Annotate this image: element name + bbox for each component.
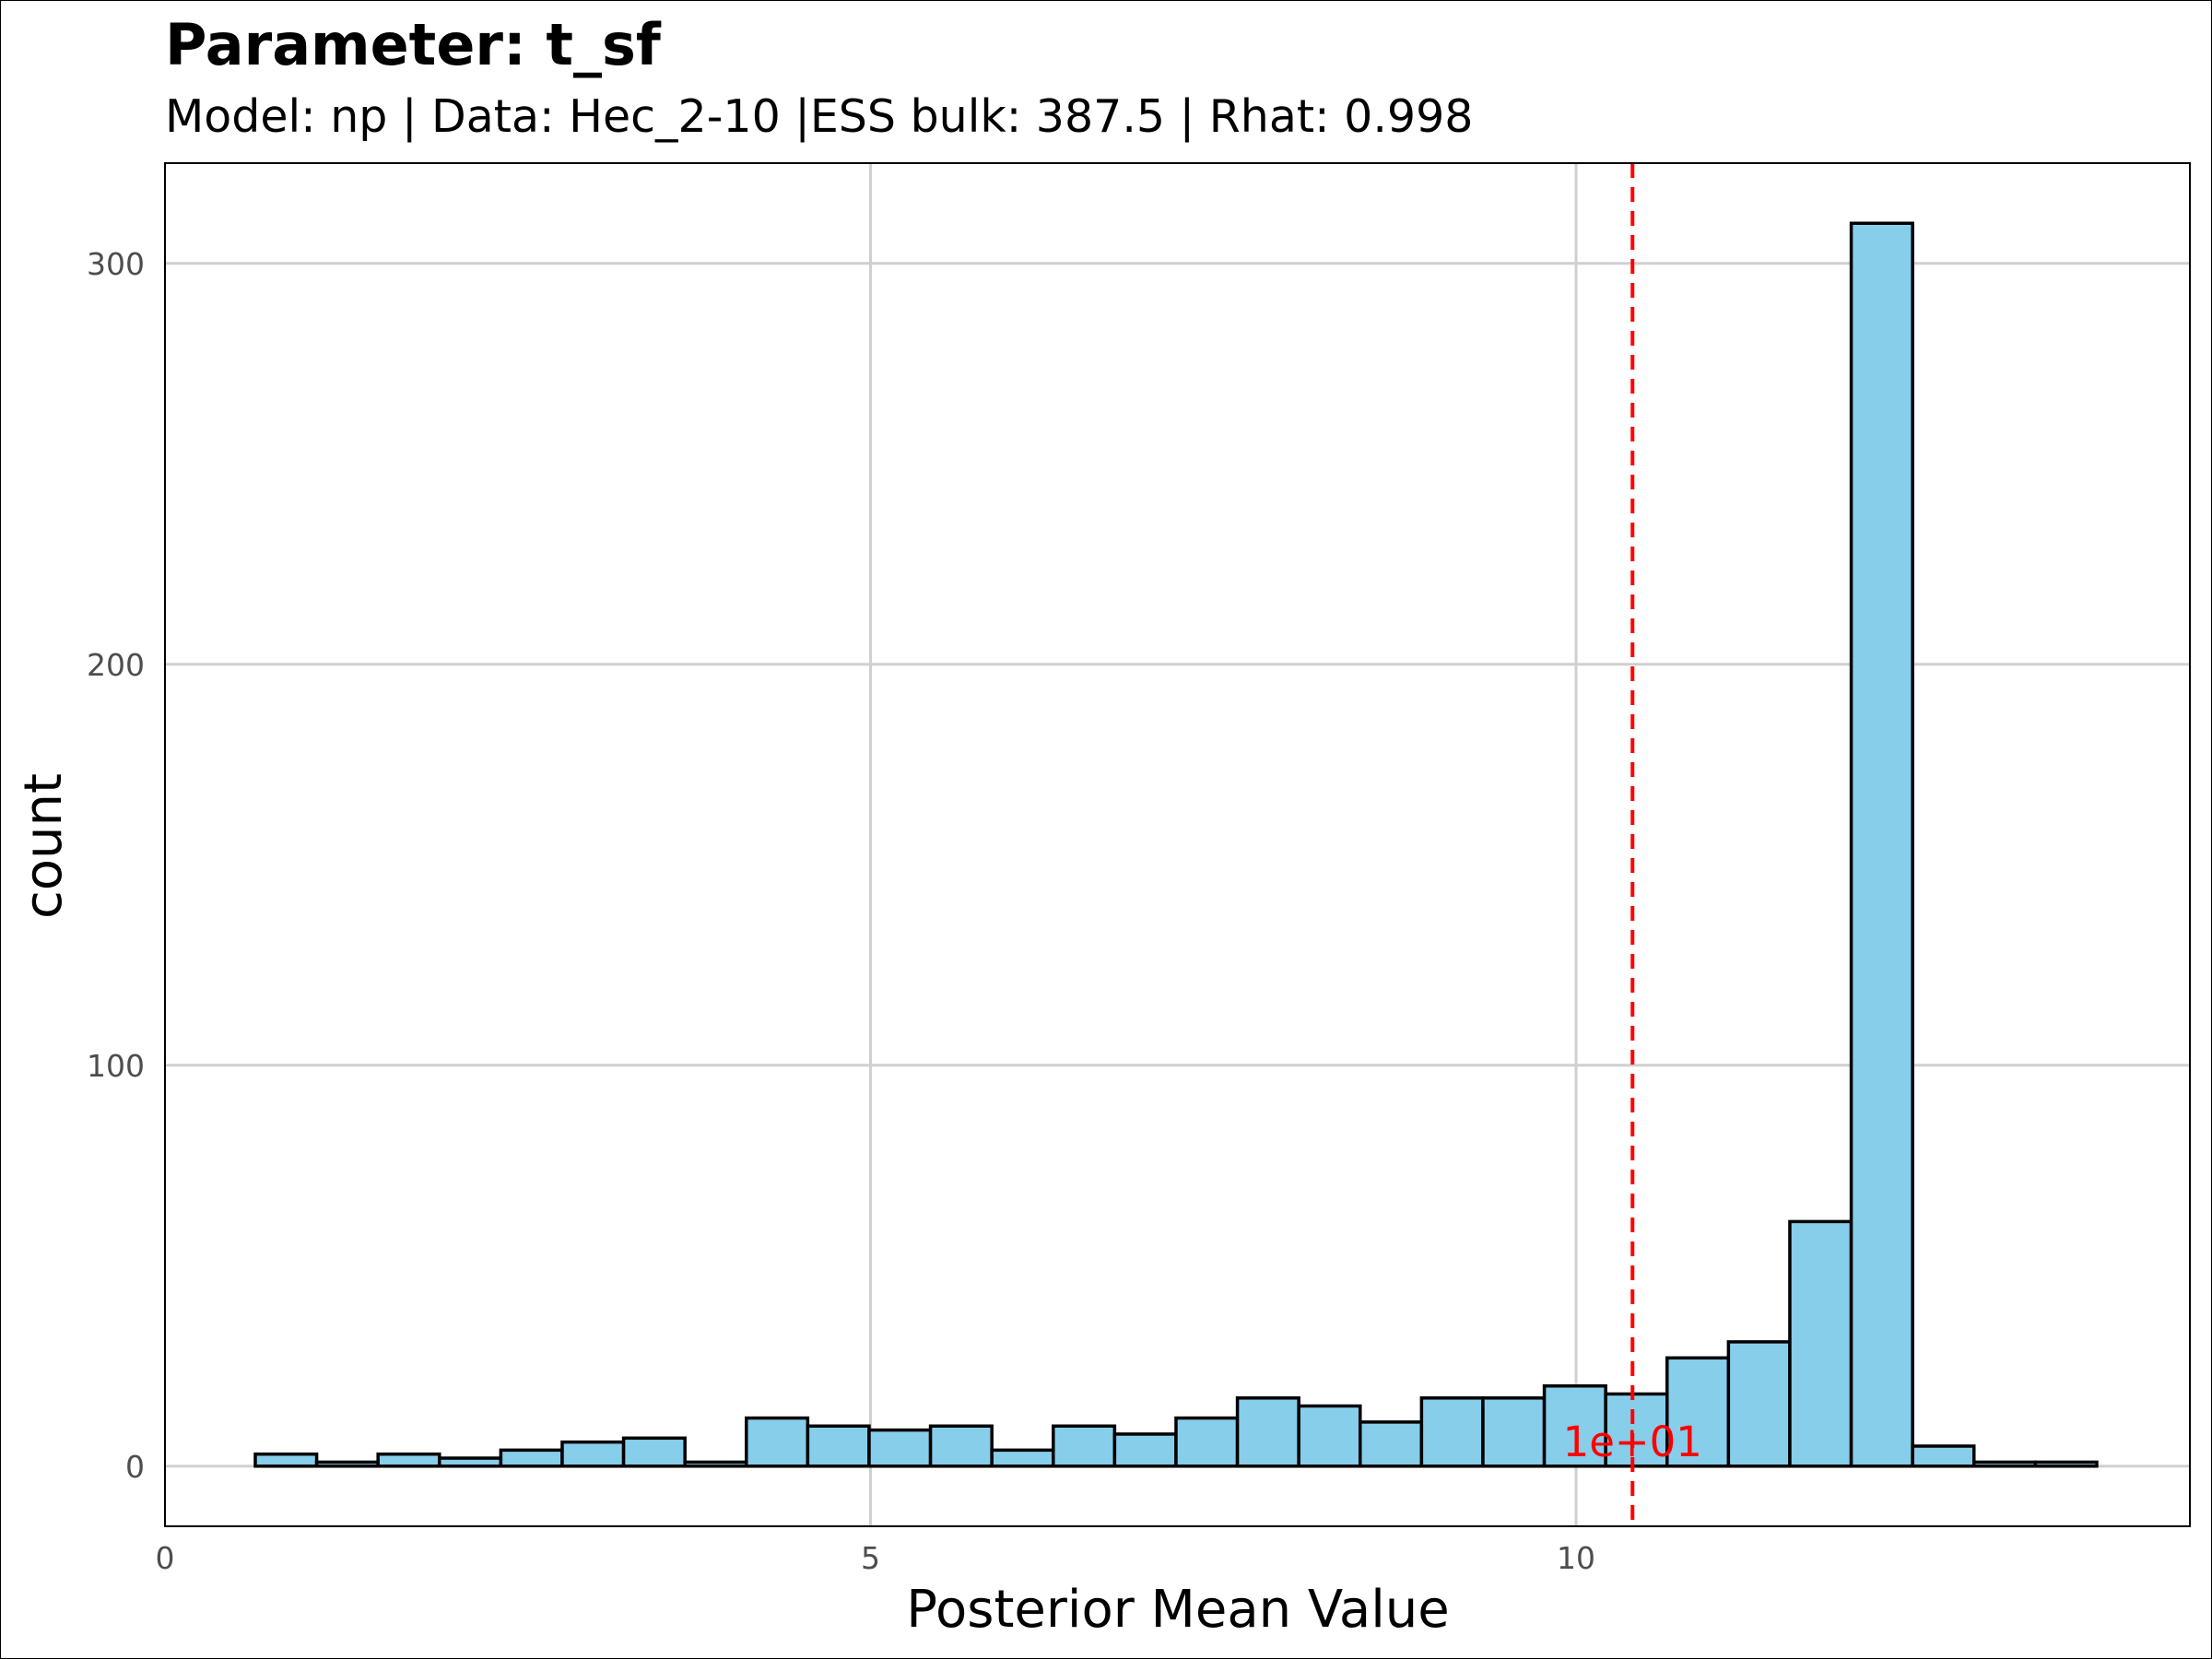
histogram-bar [683, 1460, 748, 1468]
histogram-bar [438, 1456, 503, 1468]
y-tick-label: 200 [87, 647, 145, 683]
histogram-bar [1849, 221, 1914, 1468]
histogram-bar [1359, 1420, 1424, 1468]
y-axis-label: count [14, 773, 74, 919]
histogram-bar [1788, 1219, 1853, 1468]
chart-subtitle: Model: np | Data: Hec_2-10 |ESS bulk: 38… [165, 90, 1473, 143]
y-tick-label: 300 [87, 246, 145, 282]
x-tick-label: 10 [1557, 1540, 1595, 1576]
reference-line-label: 1e+01 [1563, 1418, 1702, 1466]
plot-panel-border [164, 162, 2191, 1527]
histogram-bar [1112, 1432, 1178, 1468]
reference-line-group: 1e+01 [1563, 163, 1702, 1526]
histogram-bar [1052, 1424, 1117, 1468]
histogram-bar [1972, 1460, 2038, 1468]
histogram-bars [253, 221, 2099, 1468]
histogram-bar [928, 1424, 994, 1468]
histogram-bar [314, 1460, 380, 1468]
histogram-bar [1419, 1396, 1485, 1468]
histogram-bar [806, 1424, 871, 1468]
x-axis-ticks: 0 5 10 [156, 1540, 1596, 1576]
histogram-bar [1481, 1396, 1547, 1468]
histogram-bar [621, 1436, 687, 1468]
histogram-bar [499, 1448, 564, 1468]
y-tick-label: 0 [125, 1449, 145, 1485]
histogram-bar [1174, 1416, 1240, 1468]
histogram-bar [990, 1448, 1055, 1468]
x-axis-label: Posterior Mean Value [906, 1580, 1449, 1640]
histogram-bar [376, 1452, 441, 1468]
y-tick-label: 100 [87, 1048, 145, 1084]
histogram-bar [1726, 1340, 1792, 1468]
histogram-bar [1911, 1444, 1976, 1468]
histogram-bar [560, 1440, 626, 1468]
histogram-bar [745, 1416, 810, 1468]
histogram-bar [1297, 1404, 1362, 1468]
x-tick-label: 0 [156, 1540, 175, 1576]
histogram-bar [1665, 1356, 1731, 1468]
histogram-bar [253, 1452, 319, 1468]
histogram-bar [1235, 1396, 1300, 1468]
x-tick-label: 5 [861, 1540, 880, 1576]
chart-title: Parameter: t_sf [165, 11, 662, 78]
y-axis-ticks: 0 100 200 300 [87, 246, 145, 1485]
histogram-bar [867, 1428, 933, 1468]
histogram-bar [2033, 1460, 2099, 1468]
